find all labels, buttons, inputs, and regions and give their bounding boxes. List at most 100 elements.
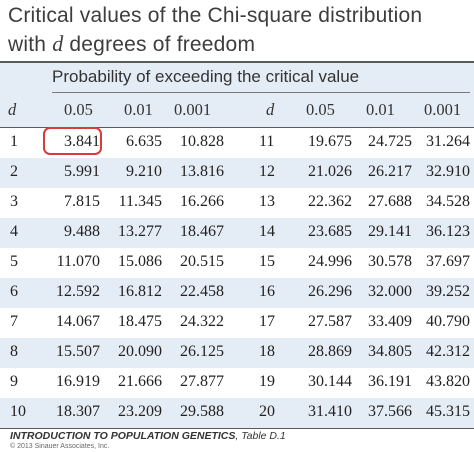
cell-001-left: 11.345 [118, 193, 162, 210]
cell-0001-left: 16.266 [180, 193, 224, 210]
cell-005-right: 23.685 [308, 223, 352, 240]
title-area: Critical values of the Chi-square distri… [0, 0, 474, 60]
cell-d-right: 20 [259, 403, 275, 420]
cell-d-left: 3 [10, 193, 18, 210]
cell-001-left: 6.635 [126, 133, 162, 150]
cell-0001-right: 40.790 [426, 313, 470, 330]
source-table: , Table D.1 [235, 430, 286, 442]
cell-0001-right: 43.820 [426, 373, 470, 390]
cell-005-right: 21.026 [308, 163, 352, 180]
cell-001-right: 24.725 [368, 133, 412, 150]
cell-d-right: 11 [259, 133, 275, 150]
top-rule [0, 61, 474, 63]
cell-005-left: 3.841 [64, 133, 100, 150]
col-head-0001-left: 0.001 [174, 100, 212, 119]
cell-005-right: 26.296 [308, 283, 352, 300]
cell-d-right: 17 [259, 313, 275, 330]
cell-0001-right: 45.315 [426, 403, 470, 420]
cell-001-right: 32.000 [368, 283, 412, 300]
cell-0001-left: 24.322 [180, 313, 224, 330]
col-head-0001-right: 0.001 [424, 100, 462, 119]
cell-d-left: 4 [10, 223, 18, 240]
cell-001-left: 18.475 [118, 313, 162, 330]
cell-005-right: 30.144 [308, 373, 352, 390]
highlight-circle [43, 127, 102, 155]
cell-005-right: 27.587 [308, 313, 352, 330]
cell-0001-left: 18.467 [180, 223, 224, 240]
cell-0001-right: 36.123 [426, 223, 470, 240]
table-row: 6 12.592 16.812 22.458 16 26.296 32.000 39.252 [0, 278, 474, 308]
page-title-line-2: with d degrees of freedom [8, 31, 255, 57]
cell-d-left: 1 [10, 133, 18, 150]
probability-rule [52, 92, 470, 93]
cell-001-left: 21.666 [118, 373, 162, 390]
cell-005-left: 16.919 [56, 373, 100, 390]
cell-001-right: 34.805 [368, 343, 412, 360]
cell-0001-left: 29.588 [180, 403, 224, 420]
cell-0001-right: 37.697 [426, 253, 470, 270]
cell-d-left: 10 [10, 403, 26, 420]
cell-d-right: 19 [259, 373, 275, 390]
cell-d-left: 7 [10, 313, 18, 330]
cell-0001-right: 39.252 [426, 283, 470, 300]
table-header: Probability of exceeding the critical va… [0, 63, 474, 127]
cell-005-left: 14.067 [56, 313, 100, 330]
cell-d-left: 2 [10, 163, 18, 180]
cell-001-right: 37.566 [368, 403, 412, 420]
title-prefix: with [8, 33, 53, 56]
header-rule [0, 127, 474, 128]
source-citation: INTRODUCTION TO POPULATION GENETICS, Tab… [10, 430, 286, 442]
cell-001-right: 26.217 [368, 163, 412, 180]
table-row: 4 9.488 13.277 18.467 14 23.685 29.141 36.123 [0, 218, 474, 248]
cell-001-right: 29.141 [368, 223, 412, 240]
col-head-d-left: d [8, 100, 17, 119]
cell-001-left: 15.086 [118, 253, 162, 270]
cell-d-right: 18 [259, 343, 275, 360]
cell-001-left: 13.277 [118, 223, 162, 240]
cell-001-left: 16.812 [118, 283, 162, 300]
cell-001-left: 20.090 [118, 343, 162, 360]
cell-005-left: 15.507 [56, 343, 100, 360]
cell-d-right: 14 [259, 223, 275, 240]
cell-001-right: 30.578 [368, 253, 412, 270]
title-variable-d: d [52, 31, 64, 56]
cell-d-left: 5 [10, 253, 18, 270]
col-head-005-right: 0.05 [306, 100, 335, 119]
cell-d-right: 16 [259, 283, 275, 300]
cell-d-right: 13 [259, 193, 275, 210]
cell-0001-left: 10.828 [180, 133, 224, 150]
table-row: 9 16.919 21.666 27.877 19 30.144 36.191 43.820 [0, 368, 474, 398]
cell-005-left: 18.307 [56, 403, 100, 420]
cell-d-left: 6 [10, 283, 18, 300]
cell-0001-left: 20.515 [180, 253, 224, 270]
cell-005-left: 7.815 [64, 193, 100, 210]
cell-005-right: 31.410 [308, 403, 352, 420]
cell-001-left: 9.210 [126, 163, 162, 180]
title-suffix: degrees of freedom [63, 33, 256, 56]
table-row: 10 18.307 23.209 29.588 20 31.410 37.566 45.315 [0, 398, 474, 428]
source-book: INTRODUCTION TO POPULATION GENETICS [10, 430, 236, 442]
cell-0001-left: 22.458 [180, 283, 224, 300]
table-row: 2 5.991 9.210 13.816 12 21.026 26.217 32.910 [0, 158, 474, 188]
table-row: 5 11.070 15.086 20.515 15 24.996 30.578 37.697 [0, 248, 474, 278]
col-head-005-left: 0.05 [64, 100, 93, 119]
col-head-001-right: 0.01 [366, 100, 395, 119]
bottom-rule [0, 428, 474, 429]
table-row: 8 15.507 20.090 26.125 18 28.869 34.805 42.312 [0, 338, 474, 368]
col-head-d-right: d [266, 100, 275, 119]
cell-005-left: 5.991 [64, 163, 100, 180]
cell-0001-right: 31.264 [426, 133, 470, 150]
cell-001-right: 27.688 [368, 193, 412, 210]
page-title-line-1: Critical values of the Chi-square distri… [8, 4, 423, 27]
table-row: 7 14.067 18.475 24.322 17 27.587 33.409 40.790 [0, 308, 474, 338]
cell-d-left: 8 [10, 343, 18, 360]
cell-001-right: 33.409 [368, 313, 412, 330]
table-row: 3 7.815 11.345 16.266 13 22.362 27.688 34.528 [0, 188, 474, 218]
cell-0001-right: 42.312 [426, 343, 470, 360]
cell-001-right: 36.191 [368, 373, 412, 390]
cell-005-left: 11.070 [56, 253, 100, 270]
table-row: 1 3.841 6.635 10.828 11 19.675 24.725 31.264 [0, 128, 474, 158]
cell-d-left: 9 [10, 373, 18, 390]
cell-005-right: 22.362 [308, 193, 352, 210]
cell-0001-left: 26.125 [180, 343, 224, 360]
